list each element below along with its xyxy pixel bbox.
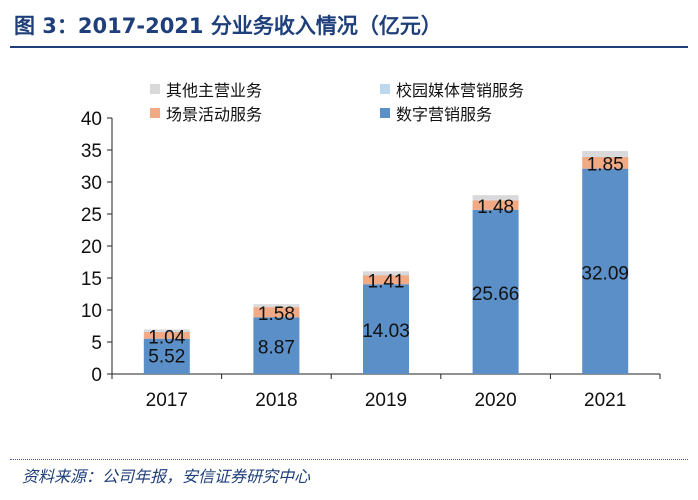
y-tick-label: 20 bbox=[81, 237, 102, 258]
bar-segment bbox=[143, 331, 190, 333]
legend-item-event: 场景活动服务 bbox=[150, 101, 262, 125]
legend-item-campus: 校园媒体营销服务 bbox=[380, 77, 524, 101]
data-label-event: 1.85 bbox=[587, 155, 624, 176]
bar-segment bbox=[363, 274, 409, 276]
legend-label-other: 其他主营业务 bbox=[166, 81, 263, 100]
legend-swatch-other bbox=[150, 84, 160, 94]
bar-segment bbox=[472, 209, 519, 374]
data-label-event: 1.48 bbox=[477, 197, 514, 218]
bar-segment bbox=[143, 332, 190, 339]
x-tick-label: 2017 bbox=[146, 390, 188, 411]
legend-label-digital: 数字营销服务 bbox=[396, 105, 493, 124]
bar-segment bbox=[472, 200, 519, 210]
x-tick-label: 2018 bbox=[255, 390, 297, 411]
data-label-digital: 25.66 bbox=[472, 284, 520, 305]
source-note: 资料来源：公司年报，安信证券研究中心 bbox=[22, 467, 311, 486]
legend-label-event: 场景活动服务 bbox=[166, 105, 263, 124]
legend-item-digital: 数字营销服务 bbox=[380, 101, 492, 125]
y-tick-label: 15 bbox=[81, 269, 102, 290]
source-divider bbox=[10, 459, 688, 460]
bar-segment bbox=[582, 168, 629, 374]
data-label-event: 1.58 bbox=[258, 304, 295, 325]
legend-swatch-digital bbox=[380, 108, 390, 118]
bar-segment bbox=[582, 156, 629, 169]
bar-segment bbox=[582, 156, 629, 157]
figure-title: 图 3：2017-2021 分业务收入情况（亿元） bbox=[14, 14, 442, 38]
bar-segment bbox=[363, 271, 409, 275]
data-label-digital: 8.87 bbox=[258, 338, 295, 359]
data-label-digital: 32.09 bbox=[581, 263, 629, 284]
legend-swatch-event bbox=[150, 108, 160, 118]
bar-segment bbox=[253, 307, 300, 318]
y-tick-label: 10 bbox=[81, 301, 102, 322]
legend-label-campus: 校园媒体营销服务 bbox=[396, 81, 525, 100]
bar-segment bbox=[253, 304, 300, 307]
y-tick-label: 25 bbox=[81, 205, 102, 226]
data-label-event: 1.04 bbox=[148, 327, 185, 348]
title-divider bbox=[10, 46, 688, 48]
y-tick-label: 5 bbox=[91, 333, 102, 354]
y-tick-label: 0 bbox=[91, 365, 102, 386]
data-label-digital: 14.03 bbox=[362, 321, 410, 342]
x-tick-label: 2020 bbox=[474, 390, 516, 411]
bar-segment bbox=[143, 338, 190, 374]
bar-segment bbox=[472, 195, 519, 200]
data-label-event: 1.41 bbox=[368, 272, 405, 293]
y-tick-label: 35 bbox=[81, 141, 102, 162]
data-label-digital: 5.52 bbox=[148, 347, 185, 368]
bar-segment bbox=[363, 284, 409, 374]
y-tick-label: 30 bbox=[81, 173, 102, 194]
x-tick-label: 2019 bbox=[365, 390, 407, 411]
bar-segment bbox=[472, 199, 519, 201]
bar-segment bbox=[253, 317, 300, 374]
y-tick-label: 40 bbox=[81, 109, 102, 130]
bar-segment bbox=[143, 329, 190, 332]
legend-item-other: 其他主营业务 bbox=[150, 77, 262, 101]
legend-swatch-campus bbox=[380, 84, 390, 94]
x-tick-label: 2021 bbox=[584, 390, 626, 411]
bar-segment bbox=[363, 275, 409, 285]
bar-segment bbox=[582, 151, 629, 157]
